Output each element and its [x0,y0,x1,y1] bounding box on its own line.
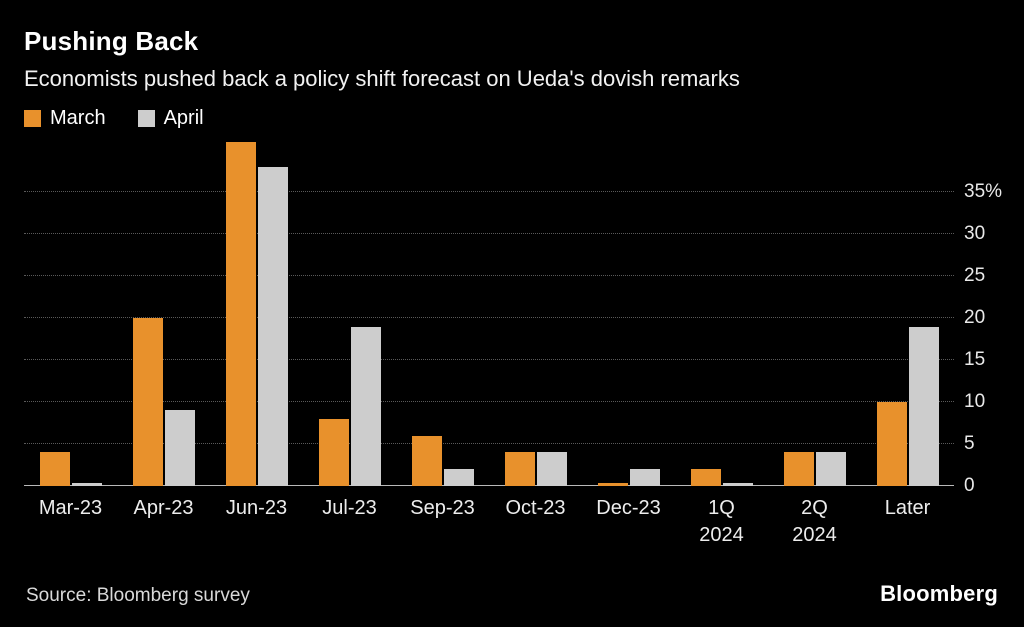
bar-march-sep-23 [411,435,442,486]
bar-group-2q-2024 [768,452,861,486]
bar-group-jul-23 [303,326,396,486]
chart-title: Pushing Back [24,26,199,56]
y-tick-label: 30 [964,223,986,245]
bar-group-apr-23 [117,318,210,486]
bar-groups [24,136,954,486]
bar-march-1q-2024 [690,469,721,486]
bar-group-dec-23 [582,469,675,486]
bar-april-sep-23 [443,469,474,486]
y-tick-label: 10 [964,391,986,413]
gridline-35 [24,191,954,193]
y-tick-label: 20 [964,307,986,329]
gridline-0 [24,485,954,486]
legend-swatch-march [24,110,41,127]
plot-area [24,136,954,486]
bar-march-oct-23 [504,452,535,486]
legend-item-march: March [24,107,106,130]
x-tick-label: Jul-23 [322,497,377,519]
x-tick-label: Mar-23 [38,497,103,519]
bar-april-apr-23 [164,410,195,486]
chart-subtitle: Economists pushed back a policy shift fo… [24,66,740,91]
legend-swatch-april [137,110,155,127]
y-axis: 0 5 10 15 20 25 30 35% [954,136,1012,496]
bar-march-jun-23 [225,141,256,486]
bar-group-mar-23 [24,452,117,486]
gridline-25 [24,275,954,277]
gridline-30 [24,233,954,235]
bar-april-jul-23 [350,326,381,486]
bar-march-2q-2024 [783,452,814,486]
legend: March April [24,107,1012,130]
bar-march-later [876,402,907,486]
bar-april-jun-23 [257,167,288,486]
gridline-15 [24,359,954,361]
bloomberg-logo: Bloomberg [880,581,998,606]
gridline-20 [24,317,954,319]
bar-april-2q-2024 [815,452,846,486]
gridline-10 [24,401,954,403]
x-tick-label: Dec-23 [596,497,661,519]
bar-march-mar-23 [39,452,70,486]
bar-april-1q-2024 [722,482,753,486]
bar-april-oct-23 [536,452,567,486]
x-tick-label: 1Q 2024 [699,497,744,546]
x-tick-label: Apr-23 [133,497,194,519]
bar-chart: 0 5 10 15 20 25 30 35% [24,136,1012,496]
bar-group-jun-23 [210,141,303,486]
bar-group-1q-2024 [675,469,768,486]
source-note: Source: Bloomberg survey [26,585,250,606]
x-axis-labels: Mar-23 Apr-23 Jun-23 Jul-23 Sep-23 Oct-23 Dec-… [24,495,1012,549]
legend-item-april: April [137,107,204,130]
gridline-5 [24,443,954,445]
bar-group-sep-23 [396,435,489,486]
x-tick-label: Oct-23 [505,497,566,519]
y-tick-label: 0 [964,475,975,496]
x-tick-label: Jun-23 [225,497,288,519]
legend-label: March [50,107,106,129]
bar-april-mar-23 [71,482,102,486]
y-tick-label: 35% [964,181,1003,203]
x-tick-label: Sep-23 [410,497,475,519]
bar-march-dec-23 [597,482,628,486]
x-tick-label: 2Q 2024 [792,497,837,546]
bar-april-dec-23 [629,469,660,486]
y-tick-label: 25 [964,265,986,287]
bar-group-oct-23 [489,452,582,486]
legend-label: April [163,107,204,129]
bar-group-later [861,326,954,486]
y-tick-label: 15 [964,349,986,371]
y-tick-label: 5 [964,433,975,455]
footer: Source: Bloomberg survey Bloomberg [24,581,1012,627]
bar-march-jul-23 [318,418,349,486]
bar-march-apr-23 [132,318,163,486]
x-tick-label: Later [884,497,931,519]
bar-april-later [908,326,939,486]
